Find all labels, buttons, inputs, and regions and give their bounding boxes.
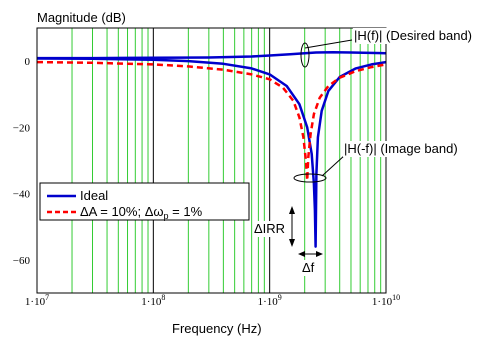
x-axis-label: Frequency (Hz) — [172, 321, 262, 336]
legend: Ideal ΔA = 10%; Δωp = 1% — [39, 182, 250, 221]
desired-band-label: |H(f)| (Desired band) — [354, 28, 472, 43]
image-band-ellipse — [293, 173, 327, 183]
image-band-arrow — [321, 154, 346, 177]
desired-band-label-bg — [353, 28, 499, 44]
delta-f-label-bg — [300, 260, 322, 276]
plot-frame — [36, 27, 387, 294]
delta-irr-annotation: ΔIRR — [253, 206, 295, 247]
image-band-label-bg — [343, 141, 493, 157]
delta-f-arrowhead-left — [298, 251, 305, 257]
series-line-0-0 — [37, 50, 387, 60]
y-tick-label: −20 — [13, 122, 31, 134]
y-tick-label: −60 — [13, 255, 31, 267]
image-band-annotation: |H(-f)| (Image band) — [293, 141, 493, 183]
delta-irr-label-bg — [253, 221, 290, 237]
delta-irr-arrowhead-bottom — [289, 239, 295, 247]
legend-label-mismatch: ΔA = 10%; Δωp = 1% — [80, 204, 203, 221]
desired-band-arrow — [304, 39, 353, 49]
desired-band-annotation: |H(f)| (Desired band) — [300, 28, 499, 68]
legend-box — [39, 182, 250, 221]
x-tick-label: 1·1010 — [372, 293, 400, 308]
desired-band-ellipse — [300, 42, 310, 68]
series-line-1-0 — [36, 60, 387, 182]
delta-f-arrowhead-right — [316, 251, 323, 257]
delta-irr-arrowhead-top — [289, 206, 295, 214]
x-tick-label: 1·109 — [258, 293, 282, 308]
x-tick-label: 1·108 — [141, 293, 165, 308]
legend-label-mismatch-main: ΔA = 10%; Δω — [80, 204, 164, 219]
y-axis-label: Magnitude (dB) — [37, 10, 126, 25]
legend-label-mismatch-tail: = 1% — [169, 204, 203, 219]
delta-irr-label: ΔIRR — [254, 221, 285, 236]
y-tick-label: 0 — [25, 56, 31, 68]
x-tick-labels: 1·107 1·108 1·109 1·1010 — [25, 293, 400, 308]
y-tick-label: −40 — [13, 189, 31, 201]
legend-label-ideal: Ideal — [80, 188, 108, 203]
x-tick-label: 1·107 — [25, 293, 49, 308]
series-layer — [36, 50, 387, 248]
y-tick-labels: 0 −20 −40 −60 — [13, 56, 31, 267]
delta-f-label: Δf — [302, 260, 315, 275]
legend-label-mismatch-sub: p — [164, 211, 169, 221]
image-band-label: |H(-f)| (Image band) — [344, 141, 458, 156]
series-line-0-1 — [36, 57, 387, 248]
delta-f-annotation: Δf — [298, 251, 323, 276]
